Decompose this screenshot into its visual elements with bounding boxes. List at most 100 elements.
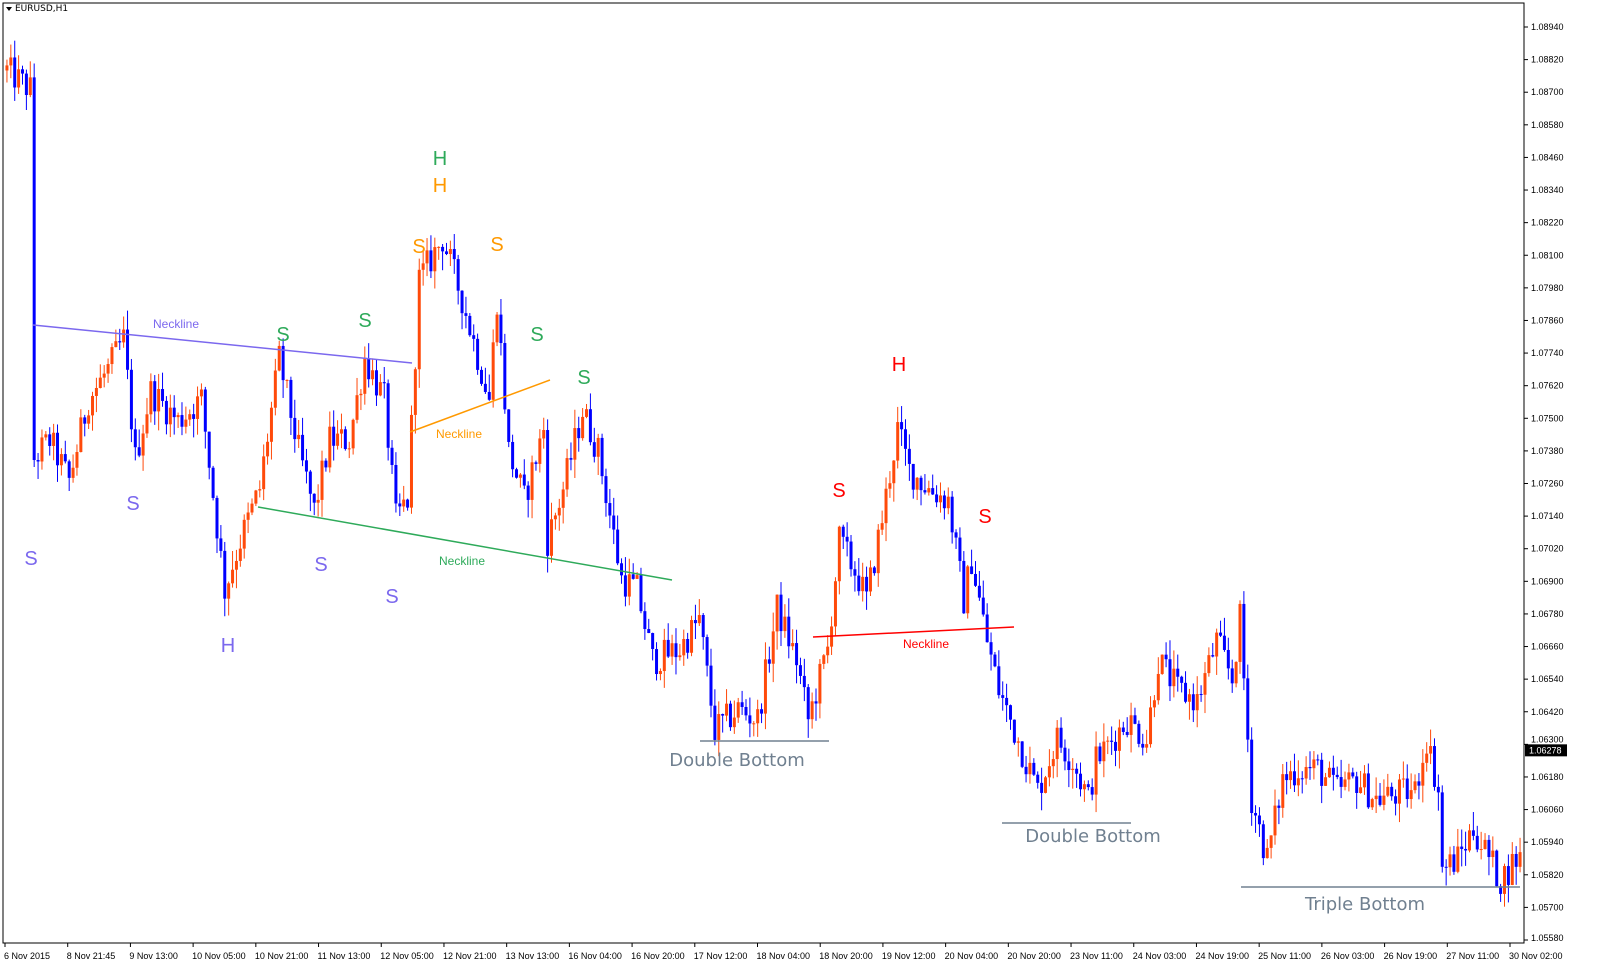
candle-body (126, 329, 130, 370)
candle-body (437, 246, 441, 248)
candle-body (639, 575, 643, 612)
candle-body (1149, 707, 1153, 745)
shoulder-label: S (978, 506, 991, 528)
candle-body (1114, 741, 1118, 751)
candle-body (83, 417, 87, 424)
candle-body (1086, 784, 1090, 788)
candle-body (1257, 815, 1261, 825)
candle-body (1343, 779, 1347, 787)
y-tick-label: 1.08340 (1531, 185, 1564, 195)
candle-body (56, 432, 60, 466)
y-tick-label: 1.07620 (1531, 381, 1564, 391)
candle-body (1230, 668, 1234, 684)
candle-body (429, 250, 433, 272)
candle-body (106, 364, 110, 374)
candle-body (17, 69, 21, 88)
candle-body (1405, 778, 1409, 800)
candle-body (1040, 782, 1044, 793)
candle-body (75, 452, 79, 468)
candle-body (1390, 786, 1394, 797)
candle-body (740, 702, 744, 707)
candle-body (682, 638, 686, 656)
candle-body (1432, 746, 1436, 787)
candle-body (1141, 743, 1145, 748)
y-tick-label: 1.06660 (1531, 642, 1564, 652)
candle-body (285, 379, 289, 381)
y-tick-label: 1.08100 (1531, 250, 1564, 260)
candle-body (472, 335, 476, 339)
pattern-green: Neckline H S S S S (257, 148, 673, 581)
candle-body (841, 526, 845, 537)
shoulder-label: S (412, 236, 425, 258)
candle-body (289, 379, 293, 418)
candle-body (1514, 853, 1518, 867)
candle-body (1436, 786, 1440, 793)
candle-body (849, 541, 853, 570)
candle-body (1491, 850, 1495, 858)
candle-body (1129, 715, 1133, 735)
candle-body (483, 383, 487, 392)
dropdown-triangle-icon[interactable] (6, 7, 12, 11)
price-axis[interactable]: 1.08940 1.08820 1.08700 1.08580 1.08460 1.083… (1524, 22, 1564, 943)
candle-body (168, 407, 172, 425)
candle-body (900, 422, 904, 430)
candle-body (199, 389, 203, 397)
candle-body (861, 576, 865, 592)
candle-body (542, 430, 546, 439)
candle-body (1203, 673, 1207, 695)
candle-body (328, 426, 332, 468)
candle-body (993, 654, 997, 667)
candle-body (1226, 649, 1230, 669)
candle-body (907, 448, 911, 464)
candle-body (647, 629, 651, 634)
neckline-purple[interactable] (32, 324, 413, 364)
candle-body (1117, 727, 1121, 751)
y-tick-label: 1.08460 (1531, 152, 1564, 162)
candle-body (406, 499, 410, 508)
candle-body (736, 702, 740, 718)
candle-body (1506, 866, 1510, 885)
candle-body (13, 57, 17, 88)
neckline-green[interactable] (257, 506, 673, 581)
candle-body (938, 495, 942, 503)
y-tick-label: 1.07740 (1531, 348, 1564, 358)
pattern-orange: Neckline H S S (409, 175, 551, 441)
candle-body (973, 573, 977, 586)
symbol-header[interactable]: EURUSD,H1 (6, 4, 68, 14)
candle-body (129, 369, 133, 430)
candle-body (643, 611, 647, 630)
candle-body (374, 370, 378, 396)
candle-body (444, 251, 448, 255)
y-tick-label: 1.06180 (1531, 772, 1564, 782)
candle-body (538, 438, 542, 464)
x-tick-label: 12 Nov 05:00 (380, 951, 434, 961)
candle-body (118, 341, 122, 343)
candle-body (1047, 766, 1051, 778)
candle-body (1090, 787, 1094, 795)
candle-body (1304, 766, 1308, 779)
time-axis[interactable]: 6 Nov 2015 8 Nov 21:45 9 Nov 13:00 10 Nov 0… (4, 943, 1563, 961)
candle-body (623, 575, 627, 597)
candle-body (499, 314, 503, 344)
candle-body (1425, 753, 1429, 763)
shoulder-label: S (577, 367, 590, 389)
y-tick-label: 1.07980 (1531, 283, 1564, 293)
candle-body (760, 709, 764, 714)
candle-body (581, 416, 585, 439)
candle-body (1429, 746, 1433, 754)
candle-body (658, 671, 662, 675)
candle-body (1386, 786, 1390, 796)
neckline-red[interactable] (812, 626, 1015, 638)
candle-body (822, 655, 826, 664)
candle-body (133, 429, 137, 448)
candle-body (1471, 830, 1475, 836)
candle-body (1312, 759, 1316, 769)
candle-body (997, 666, 1001, 696)
candle-body (989, 642, 993, 655)
candle-body (94, 387, 98, 396)
neckline-orange[interactable] (409, 379, 551, 433)
y-tick-label: 1.05580 (1531, 933, 1564, 943)
candle-body (1106, 740, 1110, 742)
candle-body (1121, 727, 1125, 732)
